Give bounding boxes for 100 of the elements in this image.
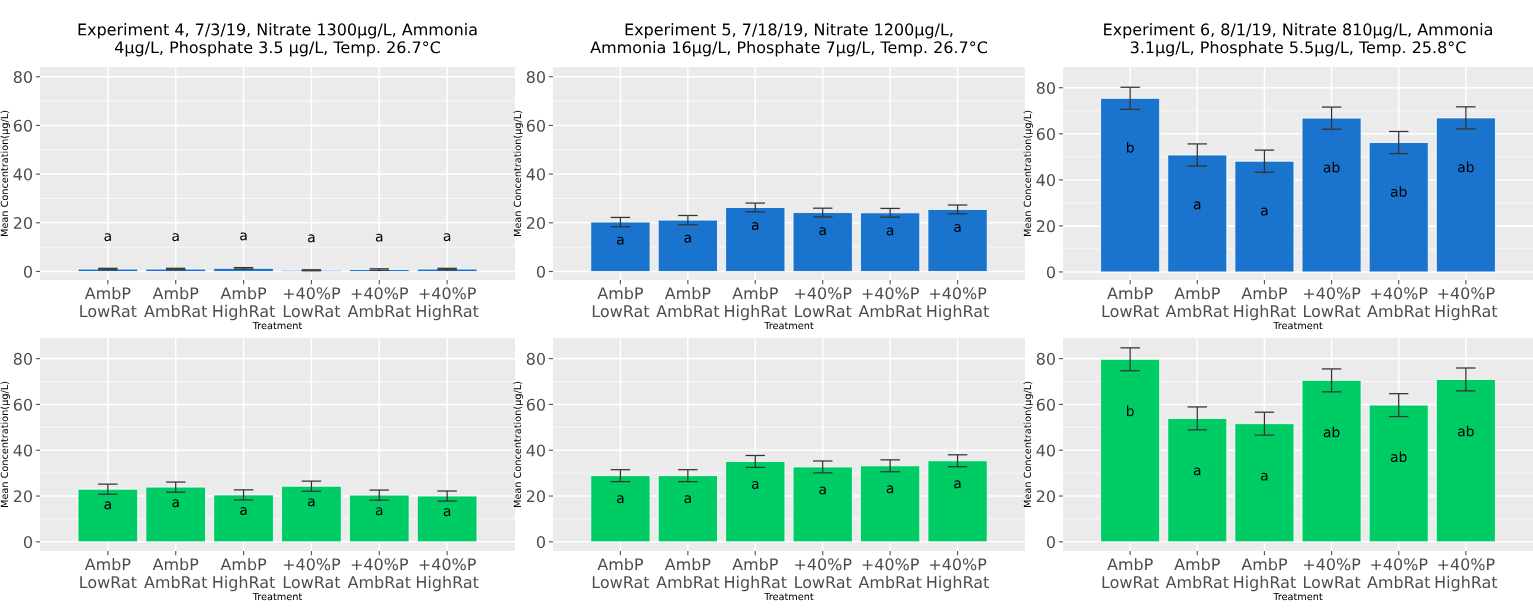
- chart-title: Experiment 6, 8/1/19, Nitrate 810µg/L, Ammonia 3.1µg/L, Phosphate 5.5µg/L, Temp. 25.8°C: [1104, 23, 1492, 57]
- data-label: b: [1127, 141, 1134, 153]
- y-tick-label: 20: [526, 217, 545, 230]
- data-label: a: [1261, 472, 1268, 481]
- x-tick-label: +40%P AmbRat: [858, 558, 922, 589]
- data-label: a: [1193, 201, 1201, 210]
- y-tick-label: 20: [1036, 220, 1055, 233]
- x-tick-label: AmbP HighRat: [213, 286, 275, 321]
- x-tick-label: AmbP HighRat: [725, 286, 787, 321]
- y-tick-label: 80: [1036, 352, 1055, 365]
- data-label: a: [886, 485, 894, 494]
- y-tick-label: 0: [536, 536, 545, 549]
- data-label: ab: [1458, 161, 1474, 173]
- y-tick-label: 0: [1046, 266, 1055, 279]
- data-label: a: [751, 222, 759, 231]
- y-tick-label: 60: [526, 119, 545, 132]
- data-label: a: [443, 508, 451, 517]
- x-tick-label: AmbP LowRat: [1102, 557, 1159, 589]
- data-label: a: [240, 507, 247, 516]
- x-tick-label: +40%P LowRat: [1304, 287, 1361, 318]
- x-tick-label: AmbP HighRat: [1234, 286, 1296, 321]
- y-tick-label: 60: [526, 398, 545, 411]
- y-axis-title: Mean Concentration(µg/L): [0, 381, 10, 508]
- y-tick-label: 40: [1036, 174, 1055, 187]
- data-label: a: [308, 498, 315, 507]
- data-label: a: [751, 481, 759, 489]
- x-axis-title: Treatment: [1273, 321, 1323, 330]
- y-tick-label: 20: [1036, 490, 1055, 503]
- x-tick-label: +40%P LowRat: [795, 558, 852, 589]
- y-tick-label: 80: [526, 352, 545, 365]
- y-axis-title: Mean Concentration(µg/L): [513, 381, 523, 508]
- y-tick-label: 60: [13, 119, 32, 132]
- x-tick-label: AmbP HighRat: [1234, 557, 1296, 592]
- x-tick-label: +40%P LowRat: [283, 558, 341, 589]
- x-tick-label: AmbP AmbRat: [1165, 557, 1229, 589]
- data-label: a: [819, 227, 826, 236]
- data-label: a: [104, 233, 111, 242]
- y-tick-label: 0: [23, 265, 32, 278]
- x-tick-label: AmbP AmbRat: [144, 557, 208, 589]
- data-label: a: [819, 486, 826, 495]
- y-tick-label: 80: [526, 70, 545, 84]
- y-tick-label: 40: [13, 444, 32, 457]
- data-label: a: [308, 234, 315, 243]
- x-tick-label: +40%P HighRat: [416, 287, 479, 321]
- data-label: a: [886, 227, 894, 236]
- data-label: ab: [1323, 161, 1340, 173]
- x-tick-label: AmbP HighRat: [213, 557, 275, 592]
- y-tick-label: 60: [13, 398, 32, 411]
- x-tick-label: +40%P LowRat: [283, 287, 341, 318]
- data-label: a: [375, 507, 383, 516]
- chart-title: Experiment 4, 7/3/19, Nitrate 1300µg/L, Ammonia 4µg/L, Phosphate 3.5 µg/L, Temp. 26.7°C: [78, 23, 477, 57]
- x-tick-label: +40%P AmbRat: [858, 287, 922, 318]
- data-label: ab: [1458, 425, 1474, 437]
- x-tick-label: +40%P HighRat: [416, 558, 479, 592]
- y-axis-title: Mean Concentration(µg/L): [1023, 381, 1033, 508]
- x-tick-label: AmbP AmbRat: [656, 286, 720, 318]
- data-label: a: [375, 233, 383, 242]
- x-tick-label: AmbP LowRat: [80, 286, 137, 318]
- x-tick-label: +40%P AmbRat: [347, 287, 411, 318]
- data-label: a: [443, 233, 451, 242]
- data-label: a: [617, 236, 624, 245]
- x-tick-label: +40%P LowRat: [1304, 558, 1361, 589]
- data-label: a: [104, 501, 111, 510]
- data-label: a: [240, 232, 247, 241]
- y-tick-label: 20: [13, 490, 32, 503]
- x-axis-title: Treatment: [1273, 592, 1323, 601]
- y-tick-label: 0: [536, 265, 545, 278]
- x-tick-label: AmbP LowRat: [80, 557, 137, 589]
- y-axis-title: Mean Concentration(µg/L): [1023, 110, 1033, 237]
- x-tick-label: AmbP HighRat: [725, 557, 787, 592]
- x-tick-label: +40%P LowRat: [795, 287, 852, 318]
- x-tick-label: +40%P HighRat: [927, 558, 989, 592]
- y-tick-label: 40: [1036, 444, 1055, 457]
- y-tick-label: 40: [13, 168, 32, 181]
- y-tick-label: 40: [526, 168, 545, 181]
- data-label: a: [684, 234, 691, 243]
- data-label: ab: [1323, 426, 1340, 438]
- y-tick-label: 60: [1036, 127, 1055, 141]
- y-tick-label: 80: [13, 70, 32, 84]
- data-label: b: [1127, 405, 1134, 417]
- x-tick-label: +40%P HighRat: [1435, 558, 1498, 592]
- x-tick-label: AmbP AmbRat: [656, 557, 720, 589]
- x-tick-label: AmbP LowRat: [1102, 286, 1159, 318]
- x-tick-label: +40%P HighRat: [927, 287, 989, 321]
- data-label: ab: [1390, 451, 1407, 463]
- data-label: a: [954, 224, 961, 232]
- x-tick-label: AmbP AmbRat: [1165, 286, 1229, 318]
- y-axis-title: Mean Concentration(µg/L): [0, 110, 10, 237]
- x-tick-label: AmbP AmbRat: [144, 286, 208, 318]
- x-axis-title: Treatment: [764, 321, 814, 330]
- y-tick-label: 0: [1046, 536, 1055, 549]
- data-label: a: [172, 233, 179, 242]
- data-label: a: [617, 495, 624, 504]
- data-label: a: [954, 480, 961, 489]
- y-tick-label: 20: [526, 490, 545, 503]
- x-tick-label: AmbP LowRat: [592, 286, 650, 318]
- data-label: ab: [1390, 186, 1407, 197]
- x-axis-title: Treatment: [764, 592, 814, 601]
- y-axis-title: Mean Concentration(µg/L): [513, 110, 523, 237]
- x-axis-title: Treatment: [252, 592, 302, 601]
